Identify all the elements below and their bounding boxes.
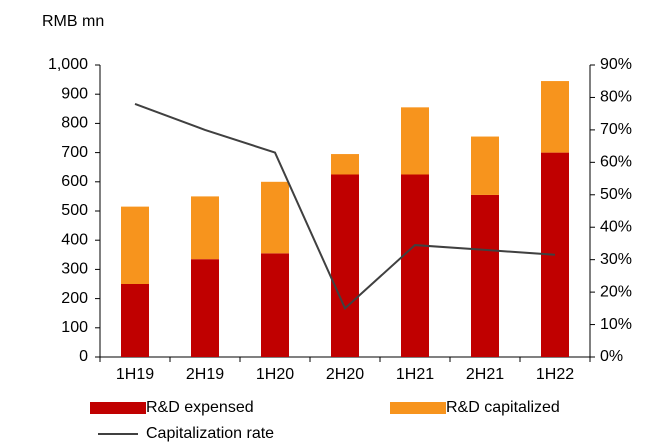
y2-tick-label: 30% [600,251,632,268]
y2-tick-label: 0% [600,348,623,365]
bar [191,259,219,357]
bar [121,284,149,357]
bar [331,154,359,175]
bar [401,107,429,175]
x-tick-label: 2H20 [326,366,364,383]
legend-swatch [390,402,446,414]
y-tick-label: 300 [61,261,88,278]
x-tick-label: 2H19 [186,366,224,383]
legend-label: Capitalization rate [146,425,274,442]
y2-tick-label: 60% [600,154,632,171]
y-tick-label: 200 [61,290,88,307]
y2-tick-label: 40% [600,218,632,235]
y-tick-label: 900 [61,85,88,102]
y2-tick-label: 70% [600,121,632,138]
line [134,102,556,310]
bar [331,174,359,357]
bar [121,206,149,284]
y2-tick-label: 80% [600,89,632,106]
y-tick-label: 700 [61,144,88,161]
bar [191,196,219,260]
y-tick-label: 0 [79,348,88,365]
x-tick-label: 1H19 [116,366,154,383]
y-tick-label: 600 [61,173,88,190]
y-tick-label: 500 [61,202,88,219]
x-tick-label: 2H21 [466,366,504,383]
y-tick-label: 1,000 [48,56,88,73]
bar [261,253,289,357]
x-tick-label: 1H21 [396,366,434,383]
bar [401,174,429,357]
bar [541,81,569,153]
legend-label: R&D expensed [146,399,254,416]
legend-label: R&D capitalized [446,399,560,416]
y2-tick-label: 20% [600,283,632,300]
bar [471,136,499,195]
y2-tick-label: 50% [600,186,632,203]
legend-swatch [90,402,146,414]
bar [471,194,499,357]
y-tick-label: 800 [61,115,88,132]
x-tick-label: 1H20 [256,366,294,383]
bar [261,181,289,254]
y2-tick-label: 90% [600,56,632,73]
x-tick-label: 1H22 [536,366,574,383]
y-axis-label: RMB mn [42,13,104,30]
y-tick-label: 400 [61,231,88,248]
y-tick-label: 100 [61,319,88,336]
y2-tick-label: 10% [600,316,632,333]
